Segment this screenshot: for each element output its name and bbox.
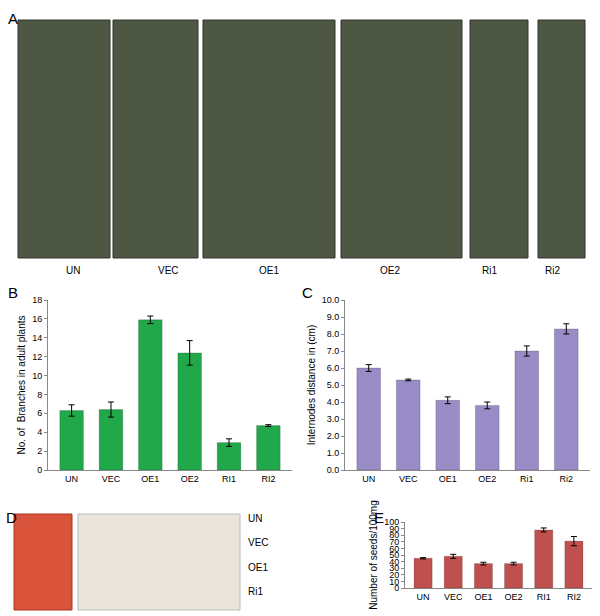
svg-text:1.0: 1.0 [327, 448, 340, 458]
svg-text:VEC: VEC [102, 474, 121, 484]
svg-text:12: 12 [32, 352, 42, 362]
svg-text:Ri1: Ri1 [520, 474, 534, 484]
svg-text:16: 16 [32, 314, 42, 324]
svg-text:E: E [374, 509, 384, 526]
svg-text:OE2: OE2 [380, 265, 400, 276]
svg-text:RI2: RI2 [261, 474, 275, 484]
svg-text:D: D [6, 509, 17, 526]
svg-text:2: 2 [37, 446, 42, 456]
svg-text:OE2: OE2 [505, 592, 523, 602]
svg-text:50: 50 [389, 550, 399, 560]
svg-text:UN: UN [65, 474, 78, 484]
svg-text:0: 0 [394, 583, 399, 593]
svg-text:0.0: 0.0 [327, 465, 340, 475]
svg-text:70: 70 [389, 537, 399, 547]
svg-text:RI2: RI2 [567, 592, 581, 602]
svg-text:UN: UN [417, 592, 430, 602]
svg-text:Ri1: Ri1 [482, 265, 497, 276]
svg-text:8.0: 8.0 [327, 329, 340, 339]
svg-text:100: 100 [384, 517, 399, 527]
svg-text:A: A [8, 10, 18, 27]
svg-text:OE1: OE1 [259, 265, 279, 276]
svg-text:5.0: 5.0 [327, 380, 340, 390]
svg-text:Ri1: Ri1 [248, 586, 263, 597]
svg-text:10: 10 [32, 371, 42, 381]
svg-text:80: 80 [389, 530, 399, 540]
svg-text:7.0: 7.0 [327, 346, 340, 356]
svg-text:6: 6 [37, 408, 42, 418]
svg-text:4: 4 [37, 427, 42, 437]
svg-text:Ri2: Ri2 [545, 265, 560, 276]
svg-text:10.0: 10.0 [322, 295, 340, 305]
svg-text:60: 60 [389, 544, 399, 554]
svg-text:40: 40 [389, 557, 399, 567]
svg-text:OE1: OE1 [474, 592, 492, 602]
svg-text:OE1: OE1 [439, 474, 457, 484]
svg-text:UN: UN [362, 474, 375, 484]
svg-text:30: 30 [389, 563, 399, 573]
svg-text:No. of Branches in adult plan: No. of Branches in adult plants [16, 316, 27, 455]
svg-text:Internodes distance in (cm): Internodes distance in (cm) [306, 325, 317, 446]
svg-text:VEC: VEC [248, 537, 269, 548]
svg-text:8: 8 [37, 390, 42, 400]
svg-text:90: 90 [389, 524, 399, 534]
svg-text:UN: UN [66, 265, 80, 276]
svg-text:OE1: OE1 [248, 562, 268, 573]
svg-text:3.0: 3.0 [327, 414, 340, 424]
svg-text:6.0: 6.0 [327, 363, 340, 373]
svg-text:9.0: 9.0 [327, 312, 340, 322]
svg-text:UN: UN [248, 513, 262, 524]
svg-text:Number of seeds/100mg: Number of seeds/100mg [368, 500, 379, 610]
svg-text:C: C [302, 284, 313, 301]
svg-text:RI1: RI1 [222, 474, 236, 484]
svg-text:14: 14 [32, 333, 42, 343]
svg-text:VEC: VEC [444, 592, 463, 602]
svg-text:4.0: 4.0 [327, 397, 340, 407]
svg-text:OE2: OE2 [478, 474, 496, 484]
svg-text:20: 20 [389, 570, 399, 580]
svg-text:Ri2: Ri2 [560, 474, 574, 484]
svg-text:2.0: 2.0 [327, 431, 340, 441]
svg-text:VEC: VEC [158, 265, 179, 276]
svg-text:B: B [8, 284, 18, 301]
svg-text:RI1: RI1 [537, 592, 551, 602]
svg-text:OE2: OE2 [181, 474, 199, 484]
svg-text:VEC: VEC [399, 474, 418, 484]
svg-text:OE1: OE1 [141, 474, 159, 484]
svg-text:18: 18 [32, 295, 42, 305]
svg-text:10: 10 [389, 577, 399, 587]
svg-text:0: 0 [37, 465, 42, 475]
